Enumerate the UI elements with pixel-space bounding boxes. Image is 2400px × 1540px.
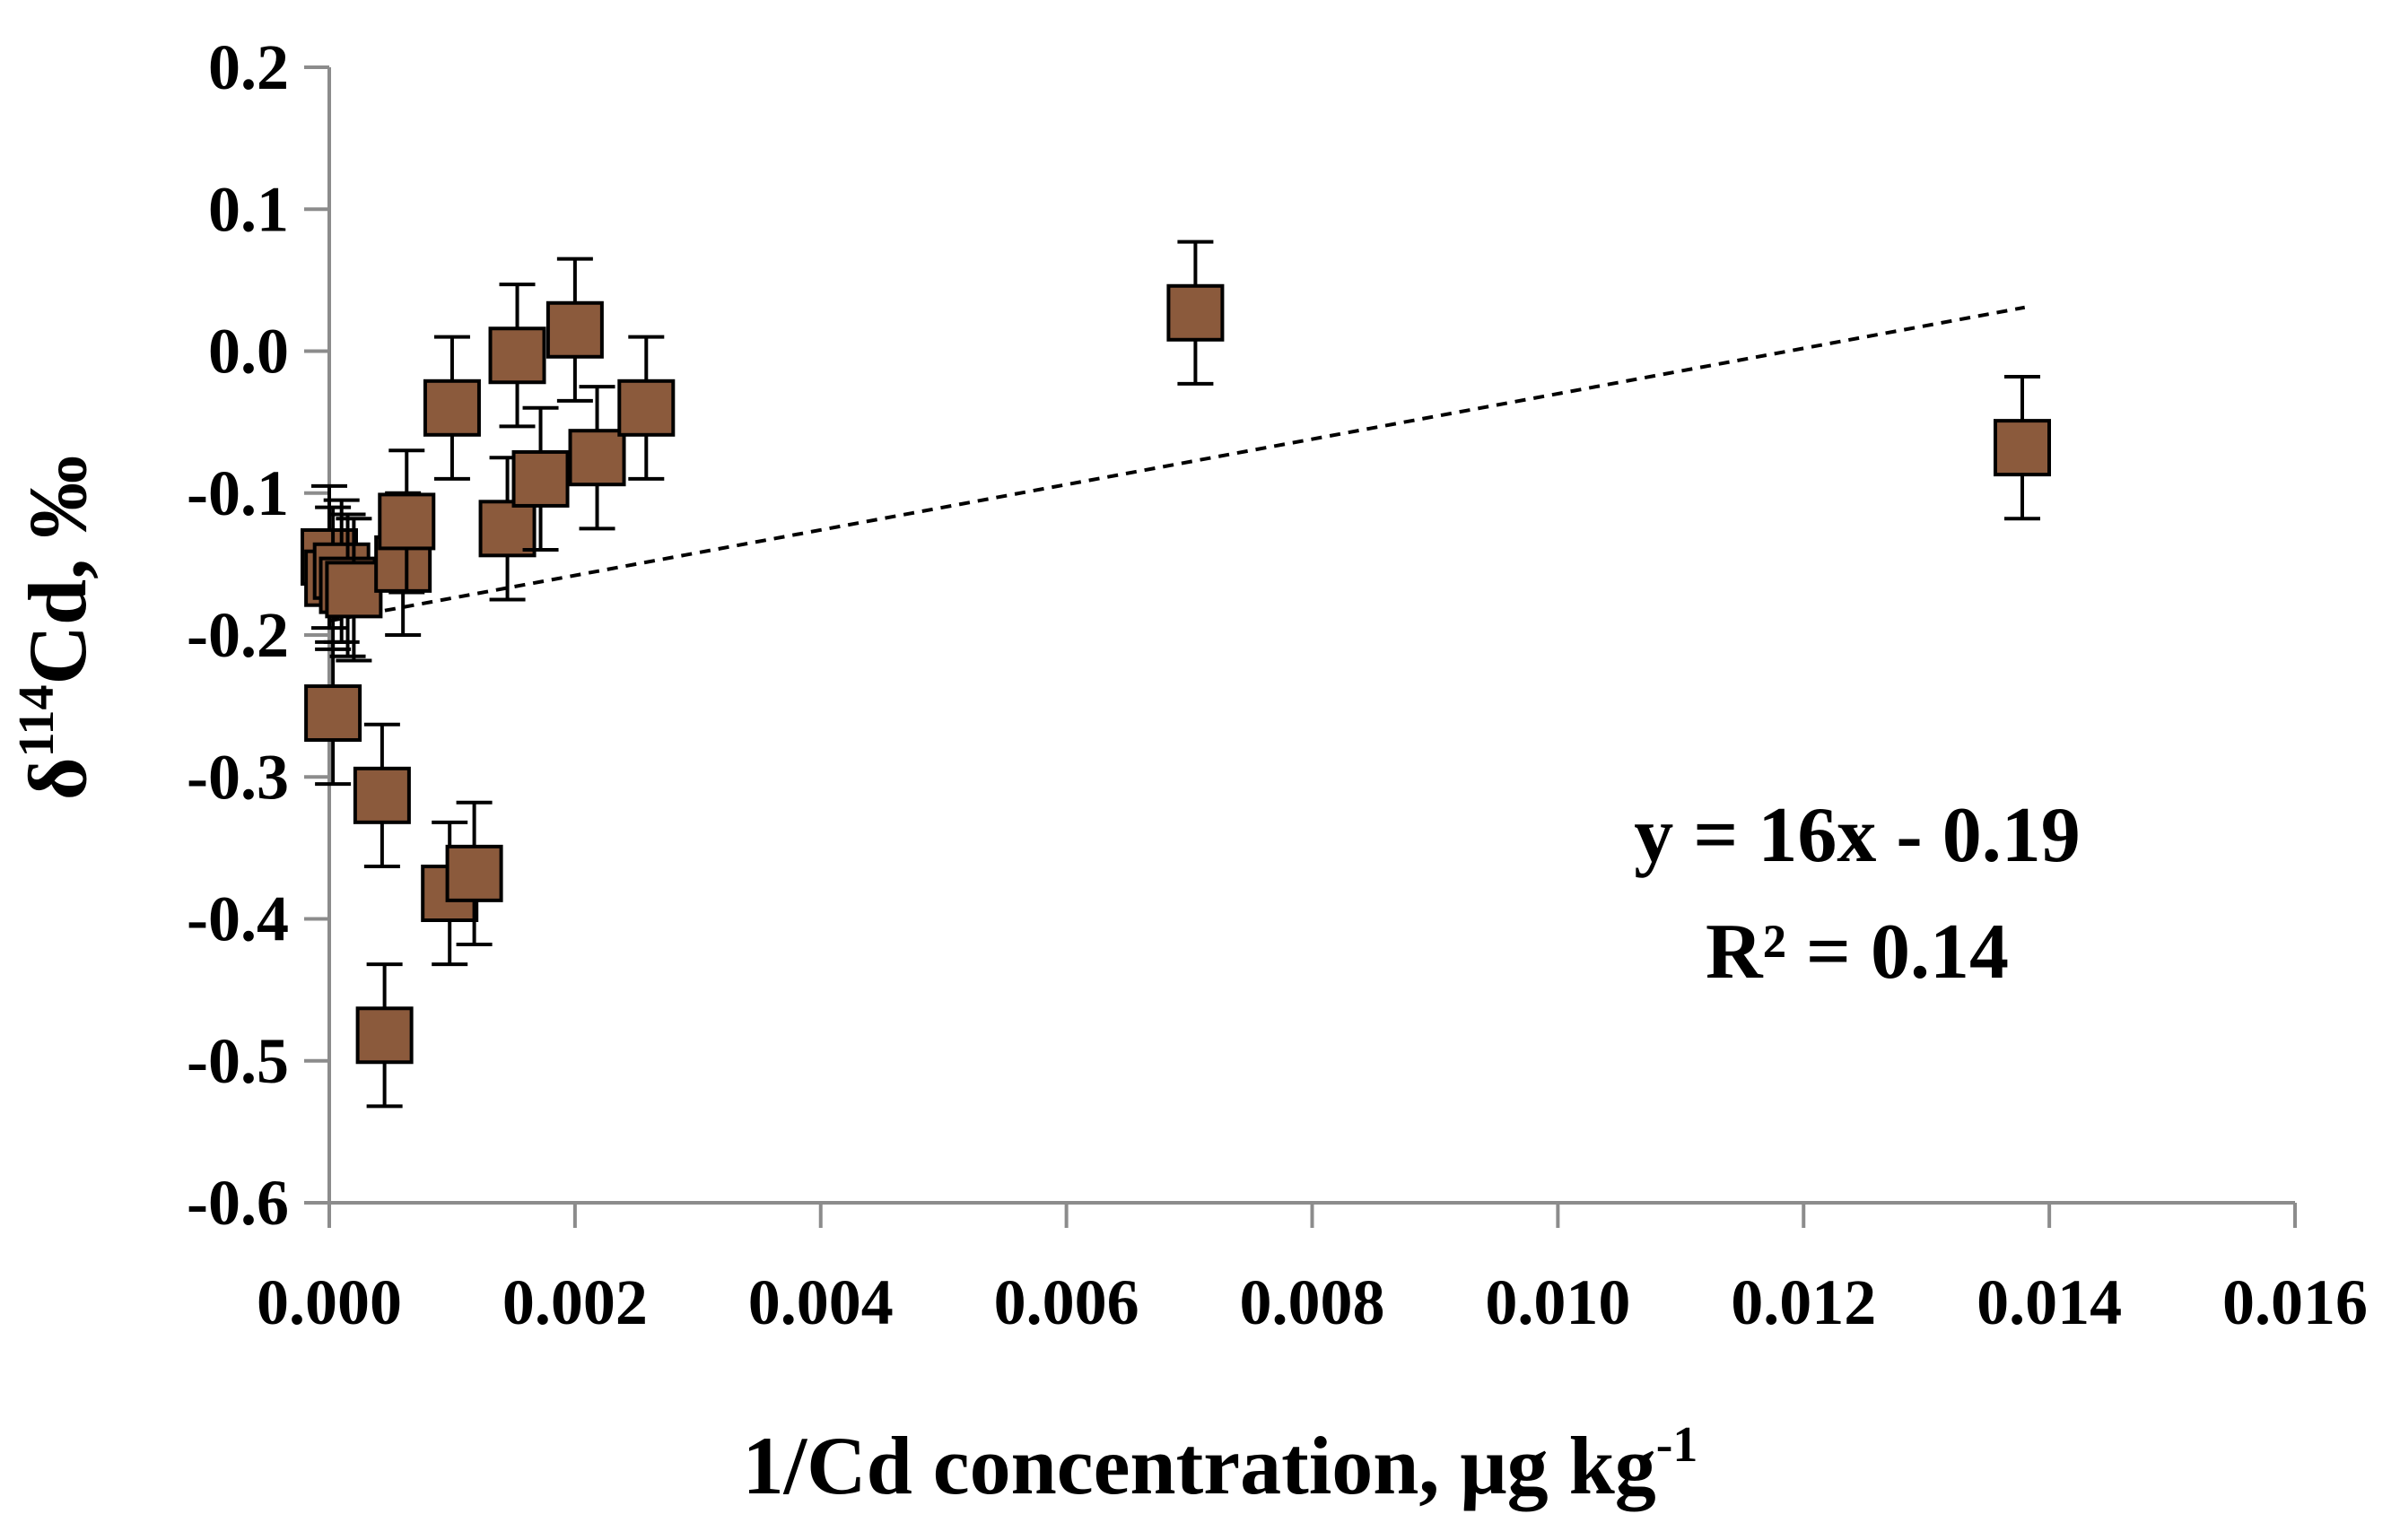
x-tick-label: 0.004 [748,1266,894,1338]
y-tick-label: 0.1 [208,173,289,245]
data-point-marker [355,1006,414,1065]
data-point [1166,239,1225,386]
data-point [1993,374,2051,521]
x-tick-label: 0.000 [257,1266,402,1338]
x-tick-label: 0.012 [1731,1266,1876,1338]
data-point-marker [545,300,604,359]
y-axis-title-main: Cd, ‰ [12,456,103,685]
data-point [617,335,676,481]
data-point [568,385,626,531]
data-point-marker [1993,419,2051,477]
data-point [478,456,537,602]
y-tick-label: 0.2 [208,31,289,103]
data-point-marker [568,429,626,487]
x-axis-title: 1/Cd concentration, μg kg-1 [743,1417,1698,1511]
x-tick-label: 0.002 [502,1266,648,1338]
data-point-marker [378,492,436,551]
x-tick-label: 0.006 [994,1266,1139,1338]
data-point-marker [478,500,537,558]
data-point [304,639,362,787]
data-point-marker [445,844,503,902]
data-point [353,722,411,868]
y-tick-label: -0.6 [187,1167,289,1239]
data-point-marker [353,766,411,824]
data-point-marker [1166,283,1225,342]
x-tick-label: 0.014 [1977,1266,2122,1338]
y-axis-title-sup: 114 [9,684,65,757]
data-point [445,800,503,946]
data-points [301,239,2051,1109]
y-tick-label: -0.4 [187,883,289,955]
data-point-marker [325,561,383,619]
data-point-marker [617,378,676,437]
data-point [511,405,570,552]
data-point-marker [488,326,546,385]
data-point-marker [423,378,481,437]
x-axis-title-sup: -1 [1656,1417,1698,1473]
y-tick-label: -0.3 [187,741,289,813]
x-tick-label: 0.008 [1240,1266,1385,1338]
data-point-marker [511,449,570,508]
trendline-equation: y = 16x - 0.19 [1634,792,2080,879]
y-axis-title-prefix: δ [12,757,103,800]
data-point [488,283,546,429]
trendline-group [328,305,2026,623]
x-tick-label: 0.016 [2222,1266,2368,1338]
y-tick-label: 0.0 [208,316,289,387]
x-axis-title-main: 1/Cd concentration, μg kg [743,1420,1656,1511]
y-axis-title: δ114Cd, ‰ [9,456,103,800]
y-tick-label: -0.5 [187,1025,289,1097]
data-point-marker [304,684,362,743]
data-point [545,257,604,403]
data-point [423,335,481,481]
data-point [378,448,436,595]
y-tick-label: -0.1 [187,457,289,529]
trendline [328,305,2026,623]
axes: 0.2 0.1 0.0 -0.1 -0.2 -0.3 -0.4 -0.5 -0.6 0.000 0.… [187,31,2368,1338]
trendline-r-squared: R² = 0.14 [1706,909,2009,996]
data-point [355,962,414,1109]
x-tick-label: 0.010 [1485,1266,1630,1338]
y-tick-label: -0.2 [187,599,289,671]
